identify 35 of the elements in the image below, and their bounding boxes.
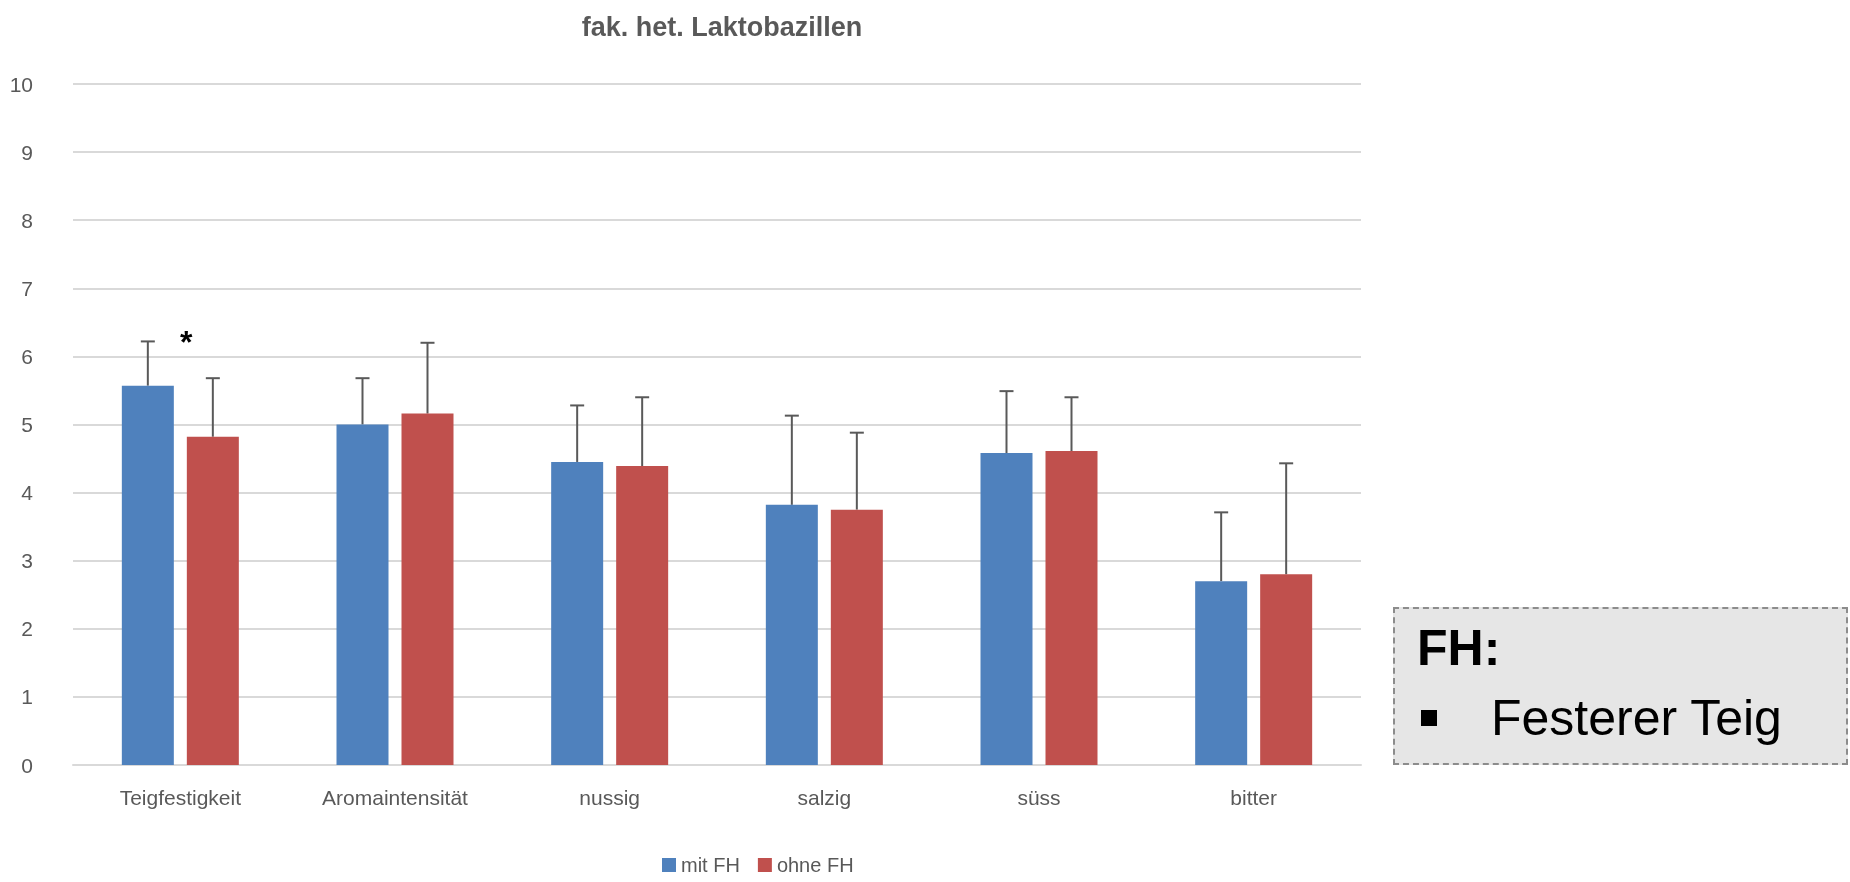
bar: [1260, 574, 1313, 765]
bar: [121, 385, 174, 765]
legend-label: ohne FH: [776, 854, 854, 876]
text: Festerer Teig: [1491, 689, 1782, 748]
y-tick-label: 5: [21, 413, 33, 436]
bar: [616, 466, 669, 765]
text: FH:: [1417, 619, 1502, 678]
y-tick-label: 0: [21, 753, 33, 777]
bar: [401, 413, 454, 765]
x-tick-label: Teigfestigkeit: [119, 786, 242, 809]
x-tick-label: salzig: [797, 786, 852, 809]
bar: [186, 436, 239, 765]
y-tick-label: 10: [9, 72, 33, 96]
bar: [980, 453, 1033, 765]
y-tick-label: 9: [21, 140, 33, 164]
bar: [765, 504, 818, 765]
bar: [1045, 451, 1098, 765]
bar: [830, 509, 883, 765]
x-tick-label: nussig: [579, 786, 641, 809]
bar: [1195, 581, 1248, 765]
legend-label: mit FH: [681, 854, 740, 876]
bar: [336, 424, 389, 765]
x-tick-label: süss: [1017, 786, 1061, 809]
y-tick-label: 1: [21, 685, 33, 709]
y-tick-label: 3: [21, 549, 33, 573]
annotation: *: [180, 324, 193, 360]
y-tick-label: 6: [21, 344, 33, 368]
bar: [551, 461, 604, 765]
y-tick-label: 2: [21, 617, 33, 641]
y-tick-label: 7: [21, 276, 33, 300]
x-tick-label: bitter: [1230, 786, 1278, 809]
y-tick-label: 4: [21, 481, 34, 505]
y-tick-label: 8: [21, 208, 33, 232]
chart-title: fak. het. Laktobazillen: [581, 11, 863, 42]
x-tick-label: Aromaintensität: [322, 786, 469, 809]
